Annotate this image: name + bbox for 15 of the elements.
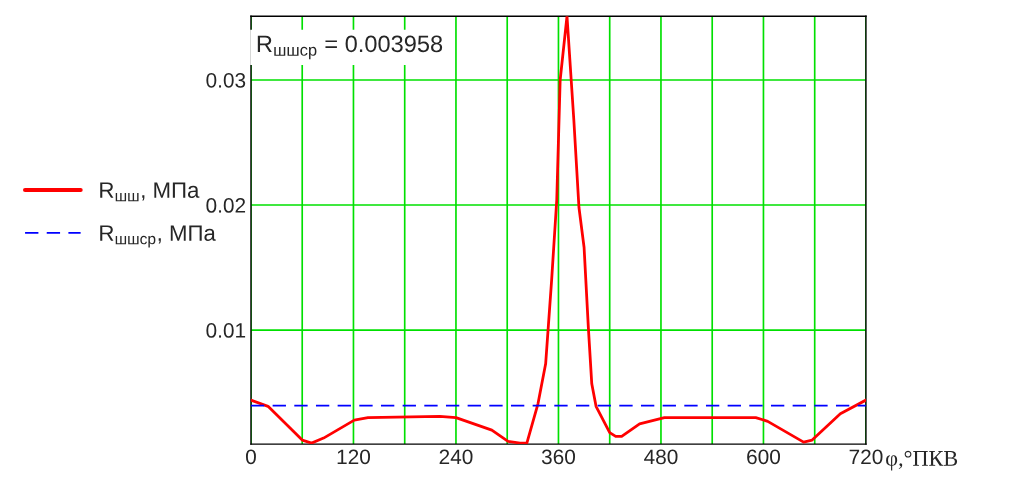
x-tick-label: 720 <box>849 449 883 465</box>
x-tick-label: 0 <box>245 449 256 465</box>
y-tick-label: 0.02 <box>206 198 246 213</box>
annotation: R$_{шшср}$ = 0.003958 <box>257 35 443 60</box>
legend-label: R$_{шшср}$, МПа <box>100 225 216 248</box>
x-tick-label: 120 <box>337 449 371 465</box>
x-tick-label: 240 <box>439 449 473 465</box>
x-tick-label: 600 <box>747 449 781 465</box>
legend-label: R$_{шш}$, МПа <box>100 182 200 202</box>
y-tick-label: 0.01 <box>206 323 246 338</box>
x-tick-label: 480 <box>644 449 678 465</box>
x-axis-title: φ,°ПКВ <box>886 450 958 471</box>
y-tick-label: 0.03 <box>206 72 246 88</box>
line-series <box>250 16 866 445</box>
x-tick-label: 360 <box>541 449 576 465</box>
